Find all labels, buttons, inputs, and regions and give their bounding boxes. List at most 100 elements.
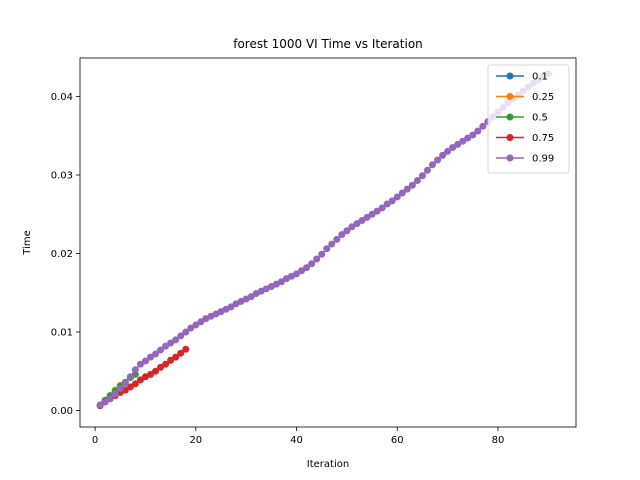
axes-frame <box>79 57 577 428</box>
legend-marker <box>506 93 514 100</box>
data-point <box>328 240 336 248</box>
legend-label: 0.1 <box>532 72 548 83</box>
x-tick-label: 60 <box>391 435 404 446</box>
x-tick-label: 20 <box>189 435 202 446</box>
data-point <box>459 137 467 145</box>
y-tick-label: 0.03 <box>51 170 73 181</box>
data-point <box>152 367 160 375</box>
data-point <box>172 353 180 361</box>
data-point <box>308 260 316 268</box>
x-tick-label: 40 <box>290 435 303 446</box>
data-point <box>454 140 462 148</box>
data-point <box>247 293 255 301</box>
data-point <box>383 200 391 208</box>
data-point <box>167 356 175 364</box>
y-tick-label: 0.04 <box>51 92 73 103</box>
data-point <box>363 213 371 221</box>
data-point <box>474 127 482 135</box>
data-point <box>177 349 185 357</box>
legend-label: 0.99 <box>532 154 554 165</box>
data-point <box>373 207 381 215</box>
data-point <box>172 336 180 344</box>
data-point <box>187 324 195 332</box>
legend-marker <box>506 72 514 80</box>
data-point <box>126 383 134 391</box>
legend-marker <box>506 113 514 121</box>
data-point <box>398 189 406 197</box>
data-point <box>136 376 144 384</box>
data-point <box>147 353 154 361</box>
y-axis-label: Time <box>22 230 33 255</box>
legend-item: 0.1 <box>496 72 548 83</box>
data-point <box>141 357 149 365</box>
data-point <box>121 379 129 387</box>
legend-item: 0.5 <box>496 113 548 124</box>
data-point <box>96 401 104 409</box>
data-point <box>423 166 431 174</box>
data-point <box>131 380 139 388</box>
x-axis-label: Iteration <box>307 459 349 470</box>
data-point <box>479 122 487 130</box>
data-point <box>408 181 416 189</box>
chart-title: forest 1000 VI Time vs Iteration <box>233 37 423 51</box>
data-point <box>353 220 361 228</box>
data-point <box>388 197 396 205</box>
data-point <box>157 363 165 371</box>
legend-label: 0.75 <box>532 133 554 144</box>
data-point <box>444 147 452 155</box>
data-point <box>182 328 190 336</box>
data-point <box>368 210 376 218</box>
data-point <box>303 264 311 272</box>
data-point <box>333 235 341 243</box>
data-point <box>378 204 386 212</box>
data-point <box>469 131 477 139</box>
data-point <box>439 151 447 159</box>
y-axis: 0.00 0.01 0.02 0.03 0.04 <box>51 92 80 417</box>
data-point <box>106 395 114 403</box>
data-point <box>449 144 457 151</box>
data-point <box>126 373 134 381</box>
legend: 0.1 0.25 0.5 0.75 0.99 <box>487 64 570 174</box>
data-point <box>157 346 165 354</box>
legend-label: 0.5 <box>532 113 548 124</box>
y-tick-label: 0.02 <box>51 249 73 260</box>
data-point <box>131 366 139 374</box>
data-point <box>116 385 124 393</box>
legend-item: 0.99 <box>496 154 554 165</box>
legend-marker <box>506 134 514 141</box>
data-point <box>464 134 472 142</box>
data-point <box>293 270 301 278</box>
legend-item: 0.25 <box>496 92 554 103</box>
legend-item: 0.75 <box>496 133 554 144</box>
x-tick-label: 0 <box>92 435 98 446</box>
legend-box <box>487 64 570 174</box>
data-point <box>318 250 326 258</box>
data-point <box>343 227 351 235</box>
x-tick-label: 80 <box>492 435 505 446</box>
data-point <box>182 345 190 353</box>
data-point <box>136 360 144 368</box>
data-point <box>418 172 426 180</box>
data-point <box>323 245 331 253</box>
data-point <box>277 278 285 286</box>
data-point <box>298 267 306 275</box>
data-point <box>348 223 356 231</box>
data-point <box>227 303 235 311</box>
data-point <box>162 342 170 350</box>
y-tick-label: 0.01 <box>51 328 73 339</box>
data-point <box>338 231 346 239</box>
data-point <box>197 318 205 326</box>
y-tick-label: 0.00 <box>51 406 73 417</box>
data-point <box>403 185 411 193</box>
data-point <box>162 360 170 368</box>
data-point <box>167 339 175 347</box>
data-point <box>434 156 442 164</box>
data-point <box>111 390 119 398</box>
data-point <box>177 332 185 340</box>
data-point <box>152 350 160 358</box>
legend-marker <box>506 154 514 162</box>
legend-label: 0.25 <box>532 92 554 103</box>
data-point <box>358 217 366 225</box>
data-point <box>413 176 421 184</box>
